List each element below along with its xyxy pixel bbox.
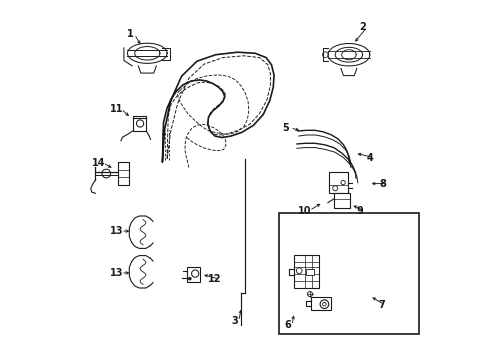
Text: 11: 11 — [110, 104, 123, 114]
Bar — [132, 116, 146, 131]
Bar — [294, 255, 318, 288]
Text: 4: 4 — [366, 153, 372, 163]
Text: 10: 10 — [298, 206, 311, 216]
Bar — [311, 297, 330, 310]
Bar — [333, 193, 349, 208]
Text: 8: 8 — [379, 179, 386, 189]
Bar — [306, 269, 314, 275]
Text: 9: 9 — [356, 206, 362, 216]
Circle shape — [188, 277, 191, 280]
Text: 1: 1 — [126, 29, 133, 39]
Bar — [279, 213, 418, 334]
Bar — [118, 162, 128, 185]
Text: 13: 13 — [110, 268, 123, 278]
Text: 3: 3 — [230, 316, 237, 326]
Text: 7: 7 — [377, 300, 384, 310]
Text: 6: 6 — [284, 320, 290, 330]
Text: 14: 14 — [92, 158, 105, 168]
Text: 12: 12 — [208, 274, 221, 284]
Text: 5: 5 — [282, 123, 289, 133]
Text: 13: 13 — [110, 226, 123, 236]
Text: 2: 2 — [359, 22, 365, 32]
Bar — [186, 267, 200, 282]
Bar — [329, 172, 347, 193]
